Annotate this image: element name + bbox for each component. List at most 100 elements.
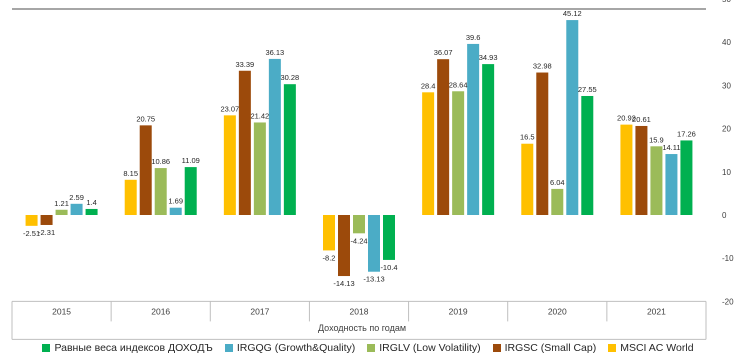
- bar: [223, 115, 236, 215]
- legend-swatch: [224, 344, 233, 352]
- data-label: 32.98: [533, 62, 552, 71]
- x-tick-label: 2015: [52, 306, 71, 316]
- y-tick-label: 0: [722, 211, 727, 220]
- y-tick-label: 50: [722, 0, 731, 4]
- bar: [338, 215, 350, 277]
- legend-item: IRGLV (Low Volatility): [367, 342, 481, 354]
- x-tick-label: 2018: [350, 306, 369, 316]
- x-tick-label: 2021: [647, 306, 666, 316]
- bar: [268, 58, 281, 216]
- chart-legend: Равные веса индексов ДОХОДЪ IRGQG (Growth…: [0, 340, 736, 356]
- bar: [482, 64, 495, 215]
- legend-item: MSCI AC World: [608, 342, 694, 354]
- data-label: 11.09: [182, 156, 200, 165]
- data-label: 20.75: [136, 114, 155, 123]
- legend-label: Равные веса индексов ДОХОДЪ: [54, 342, 213, 354]
- bar: [650, 146, 663, 215]
- bar: [665, 154, 678, 215]
- data-label: 1.69: [168, 197, 183, 206]
- bar: [521, 143, 534, 215]
- axis-layer: -20 -10 0 10 20 30 40 50 2015 2016 2017 2018 2019 202…: [11, 0, 734, 340]
- data-label: 21.42: [250, 111, 269, 120]
- data-label: -2.51: [23, 229, 40, 238]
- data-label: -10.4: [380, 263, 397, 272]
- data-label: 1.21: [54, 199, 69, 208]
- data-label: 1.4: [86, 198, 96, 207]
- x-tick-label: 2019: [449, 306, 468, 316]
- bar: [139, 125, 152, 215]
- bar: [323, 215, 335, 251]
- bar: [25, 215, 38, 226]
- bar: [566, 20, 579, 215]
- bar: [383, 215, 395, 260]
- x-tick-label: 2017: [250, 306, 269, 316]
- legend-label: IRGSC (Small Cap): [504, 342, 597, 354]
- bar: [169, 207, 182, 215]
- data-label: 10.86: [151, 157, 170, 166]
- y-tick-label: -10: [722, 254, 734, 263]
- x-tick-label: 2020: [548, 306, 567, 316]
- data-label: -14.13: [333, 279, 354, 288]
- data-label: 28.4: [421, 81, 436, 90]
- bar: [437, 59, 450, 216]
- data-label: 34.93: [479, 53, 498, 62]
- legend-item: IRGQG (Growth&Quality): [224, 342, 356, 354]
- bar: [124, 179, 137, 215]
- legend-label: IRGLV (Low Volatility): [379, 342, 481, 354]
- data-label: 14.11: [662, 143, 680, 152]
- legend-label: MSCI AC World: [620, 342, 694, 354]
- data-label: 8.15: [123, 169, 138, 178]
- legend-label: IRGQG (Growth&Quality): [236, 342, 356, 354]
- data-labels-layer: -2.51 8.15 23.07 -8.2 28.4 16.5 20.92 -2.31 20.7…: [23, 9, 696, 288]
- legend-swatch: [367, 344, 376, 352]
- data-label: 6.04: [550, 178, 565, 187]
- data-label: -13.13: [363, 275, 384, 284]
- bar: [85, 208, 98, 215]
- data-label: 2.59: [69, 193, 84, 202]
- data-label: 23.07: [220, 104, 239, 113]
- data-label: 16.5: [520, 133, 535, 142]
- data-label: 27.55: [578, 85, 597, 94]
- legend-swatch: [492, 344, 501, 352]
- bar: [70, 203, 83, 215]
- data-label: 45.12: [563, 9, 582, 18]
- bar: [40, 215, 53, 225]
- bar: [452, 91, 465, 215]
- bar: [635, 125, 648, 215]
- x-tick-label: 2016: [151, 306, 170, 316]
- legend-swatch: [42, 344, 51, 352]
- bar: [620, 124, 633, 215]
- data-label: 36.13: [265, 48, 284, 57]
- bar: [55, 209, 68, 215]
- bar: [184, 167, 197, 215]
- bar: [422, 92, 435, 215]
- bar: [283, 84, 296, 215]
- y-tick-label: 20: [722, 125, 731, 134]
- bar: [368, 215, 380, 272]
- data-label: 30.28: [280, 73, 299, 82]
- x-axis-title: Доходность по годам: [318, 323, 406, 333]
- bar: [551, 188, 564, 215]
- data-label: 17.26: [677, 129, 696, 138]
- data-label: -2.31: [38, 228, 55, 237]
- data-label: -8.2: [323, 253, 336, 262]
- bar: [680, 140, 693, 215]
- bar: [238, 70, 251, 215]
- y-tick-label: -20: [722, 297, 734, 306]
- bar: [154, 168, 167, 215]
- data-label: 28.64: [449, 80, 468, 89]
- bar: [467, 43, 480, 215]
- y-tick-label: 40: [722, 38, 731, 47]
- legend-swatch: [608, 344, 617, 352]
- data-label: 36.07: [434, 48, 453, 57]
- legend-item: IRGSC (Small Cap): [492, 342, 597, 354]
- y-tick-label: 30: [722, 81, 731, 90]
- bars-layer: [25, 20, 693, 277]
- data-label: 15.9: [649, 135, 664, 144]
- y-tick-label: 10: [722, 168, 731, 177]
- chart-canvas: -20 -10 0 10 20 30 40 50 2015 2016 2017 2018 2019 202…: [11, 0, 734, 340]
- data-label: 20.61: [632, 115, 651, 124]
- legend-item: Равные веса индексов ДОХОДЪ: [42, 342, 213, 354]
- data-label: 39.6: [466, 33, 481, 42]
